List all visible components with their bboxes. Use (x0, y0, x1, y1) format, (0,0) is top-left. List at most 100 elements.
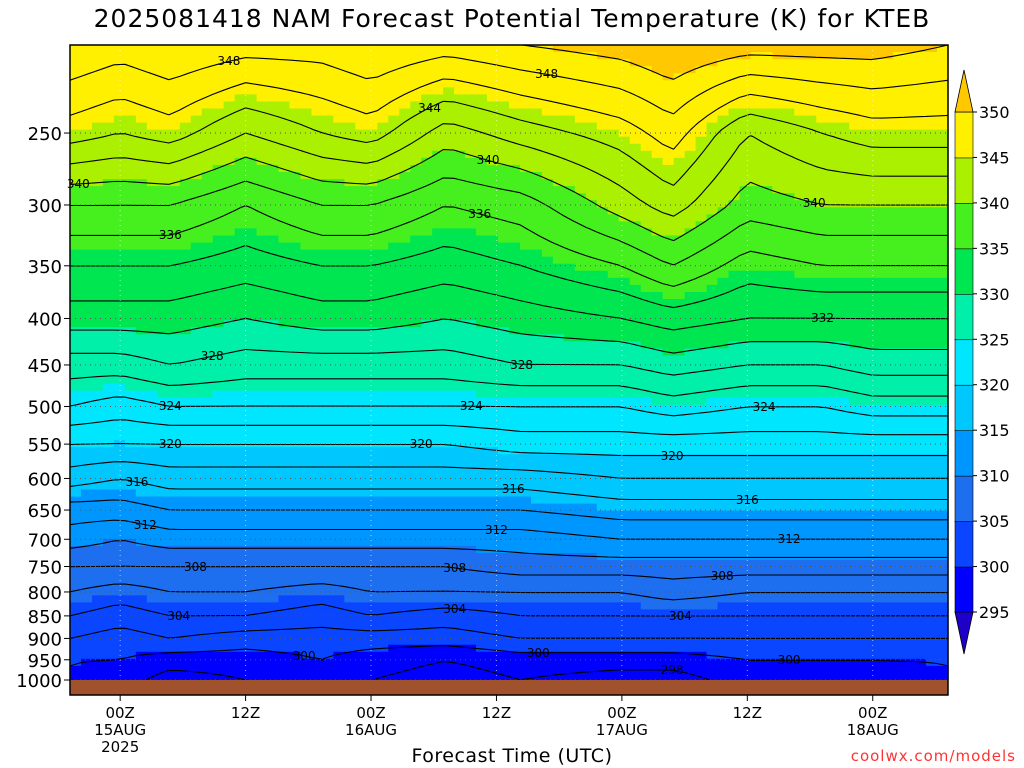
theta-fill-cell (70, 383, 82, 392)
theta-fill-cell (915, 263, 927, 272)
theta-fill-cell (300, 228, 313, 237)
theta-fill-cell (596, 45, 609, 53)
theta-fill-cell (596, 228, 609, 237)
theta-fill-cell (585, 440, 598, 448)
theta-fill-cell (629, 164, 642, 173)
theta-fill-cell (377, 73, 389, 81)
theta-fill-cell (124, 242, 137, 251)
theta-fill-cell (223, 362, 236, 371)
theta-fill-cell (311, 73, 324, 81)
theta-fill-cell (465, 157, 477, 166)
theta-fill-cell (212, 150, 225, 159)
theta-fill-cell (629, 362, 642, 371)
theta-fill-cell (135, 193, 148, 201)
theta-fill-cell (421, 411, 433, 420)
theta-fill-cell (893, 87, 905, 95)
theta-fill-cell (267, 475, 280, 484)
theta-fill-cell (695, 59, 708, 67)
theta-fill-cell (651, 306, 664, 314)
theta-fill-cell (190, 284, 203, 293)
theta-fill-cell (750, 313, 763, 321)
theta-fill-cell (135, 129, 148, 138)
theta-fill-cell (289, 390, 302, 399)
theta-fill-cell (629, 66, 642, 74)
theta-fill-cell (838, 447, 850, 455)
theta-fill-cell (882, 186, 894, 194)
theta-fill-cell (750, 235, 763, 244)
theta-fill-cell (399, 376, 411, 385)
theta-fill-cell (739, 390, 752, 399)
theta-fill-cell (245, 348, 258, 357)
theta-fill-cell (552, 299, 565, 307)
theta-fill-cell (904, 468, 916, 476)
theta-fill-cell (926, 157, 938, 166)
theta-fill-cell (377, 235, 389, 244)
theta-fill-cell (530, 73, 543, 81)
theta-fill-cell (267, 164, 280, 173)
theta-fill-cell (904, 313, 916, 321)
theta-fill-cell (739, 228, 752, 237)
theta-fill-cell (552, 80, 565, 88)
theta-fill-cell (410, 404, 422, 413)
theta-fill-cell (860, 320, 872, 328)
theta-fill-cell (728, 101, 741, 110)
theta-fill-cell (344, 306, 356, 314)
theta-fill-cell (838, 306, 850, 314)
theta-fill-cell (421, 341, 433, 349)
theta-fill-cell (344, 404, 356, 413)
theta-fill-cell (124, 150, 137, 159)
theta-fill-cell (399, 270, 411, 279)
theta-fill-cell (388, 263, 400, 272)
theta-fill-cell (563, 59, 576, 67)
theta-fill-cell (541, 242, 554, 251)
theta-fill-cell (421, 179, 433, 187)
theta-fill-cell (432, 362, 444, 371)
theta-fill-cell (344, 256, 356, 265)
theta-fill-cell (794, 320, 806, 328)
theta-fill-cell (91, 186, 104, 194)
theta-fill-cell (157, 263, 170, 272)
theta-fill-cell (640, 369, 653, 378)
theta-fill-cell (487, 376, 499, 385)
theta-fill-cell (838, 207, 850, 215)
theta-fill-cell (772, 164, 784, 173)
theta-fill-cell (541, 157, 554, 166)
theta-fill-cell (541, 355, 554, 364)
theta-fill-cell (267, 179, 280, 187)
theta-fill-cell (574, 313, 587, 321)
theta-fill-cell (509, 235, 521, 244)
theta-fill-cell (640, 122, 653, 131)
theta-fill-cell (421, 263, 433, 272)
theta-fill-cell (113, 313, 126, 321)
theta-fill-cell (212, 172, 225, 180)
theta-fill-cell (585, 418, 598, 427)
theta-fill-cell (388, 179, 400, 187)
theta-fill-cell (574, 207, 587, 215)
theta-fill-cell (311, 157, 324, 166)
theta-fill-cell (717, 348, 730, 357)
theta-fill-cell (871, 270, 883, 279)
theta-fill-cell (432, 228, 444, 237)
theta-fill-cell (91, 235, 104, 244)
theta-fill-cell (926, 66, 938, 74)
theta-fill-cell (893, 426, 905, 434)
theta-fill-cell (289, 418, 302, 427)
theta-fill-cell (344, 299, 356, 307)
theta-fill-cell (640, 475, 653, 484)
theta-fill-cell (783, 341, 795, 349)
theta-fill-cell (124, 94, 137, 103)
theta-fill-cell (509, 468, 521, 476)
theta-fill-cell (871, 284, 883, 293)
theta-fill-cell (926, 320, 938, 328)
theta-fill-cell (728, 129, 741, 138)
theta-fill-cell (190, 306, 203, 314)
theta-fill-cell (750, 66, 763, 74)
theta-fill-cell (794, 214, 806, 222)
theta-fill-cell (234, 221, 247, 230)
theta-fill-cell (278, 468, 291, 476)
theta-fill-cell (333, 291, 345, 300)
theta-fill-cell (673, 383, 686, 392)
theta-fill-cell (596, 108, 609, 117)
theta-fill-cell (212, 249, 225, 258)
theta-fill-cell (509, 376, 521, 385)
